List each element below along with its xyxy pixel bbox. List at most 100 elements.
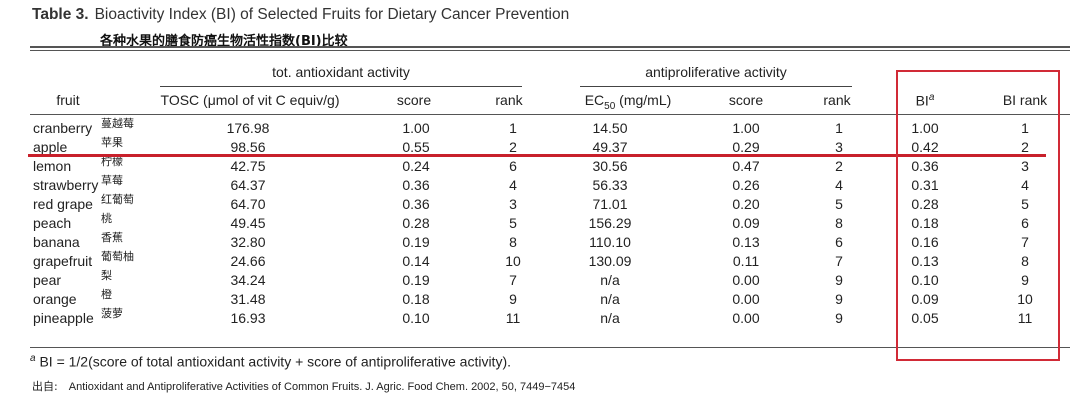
cell-rank-antioxidant: 1 — [509, 120, 517, 136]
header-score-antiproliferative: score — [728, 92, 764, 108]
footnote: a BI = 1/2(score of total antioxidant ac… — [30, 353, 511, 370]
cell-fruit: pear — [33, 272, 62, 288]
cell-rank-antioxidant: 5 — [509, 215, 517, 231]
header-tosc: TOSC (μmol of vit C equiv/g) — [160, 92, 340, 108]
bottom-rule — [30, 347, 1070, 348]
cell-score-antiproliferative: 1.00 — [732, 120, 760, 136]
cell-tosc: 176.98 — [226, 120, 270, 136]
cell-rank-antioxidant: 8 — [509, 234, 517, 250]
cell-fruit-chinese: 红葡萄 — [101, 193, 134, 206]
table-title-text: Bioactivity Index (BI) of Selected Fruit… — [94, 6, 570, 23]
cell-score-antiproliferative: 0.00 — [732, 310, 760, 326]
top-rule-thin — [30, 50, 1070, 51]
cell-score-antioxidant: 0.18 — [402, 291, 430, 307]
highlight-underline — [28, 154, 1046, 157]
cell-fruit: apple — [33, 139, 68, 155]
cell-bi: 0.18 — [911, 215, 939, 231]
highlight-box-bi — [896, 70, 1060, 361]
cell-ec50: n/a — [600, 310, 620, 326]
cell-bi-rank: 8 — [1021, 253, 1029, 269]
cell-ec50: 30.56 — [592, 158, 628, 174]
cell-bi: 0.28 — [911, 196, 939, 212]
cell-bi-rank: 11 — [1017, 310, 1033, 326]
header-ec50: EC50 (mg/mL) — [578, 92, 678, 112]
header-score-antioxidant: score — [396, 92, 432, 108]
cell-ec50: 56.33 — [592, 177, 628, 193]
cell-bi: 0.36 — [911, 158, 939, 174]
group-underline-antioxidant — [160, 86, 522, 87]
table-title: Table 3. Bioactivity Index (BI) of Select… — [32, 6, 569, 24]
cell-bi-rank: 3 — [1021, 158, 1029, 174]
cell-fruit: lemon — [33, 158, 72, 174]
cell-bi-rank: 4 — [1021, 177, 1029, 193]
cell-rank-antioxidant: 9 — [509, 291, 517, 307]
cell-rank-antiproliferative: 9 — [835, 291, 843, 307]
cell-score-antioxidant: 0.19 — [402, 234, 430, 250]
cell-rank-antioxidant: 11 — [505, 310, 521, 326]
cell-tosc: 42.75 — [230, 158, 266, 174]
cell-bi-rank: 1 — [1021, 120, 1029, 136]
header-fruit: fruit — [56, 92, 80, 108]
cell-fruit: banana — [33, 234, 80, 250]
cell-tosc: 24.66 — [230, 253, 266, 269]
cell-rank-antiproliferative: 2 — [835, 158, 843, 174]
cell-fruit-chinese: 柠檬 — [101, 155, 123, 168]
cell-fruit-chinese: 梨 — [101, 269, 112, 282]
cell-rank-antiproliferative: 1 — [835, 120, 843, 136]
cell-fruit: peach — [33, 215, 72, 231]
header-rank-antioxidant: rank — [495, 92, 523, 108]
cell-score-antiproliferative: 0.29 — [732, 139, 760, 155]
cell-tosc: 49.45 — [230, 215, 266, 231]
cell-ec50: 14.50 — [592, 120, 628, 136]
group-header-antiproliferative: antiproliferative activity — [645, 64, 787, 80]
cell-bi: 0.09 — [911, 291, 939, 307]
header-bi: BIa — [905, 92, 945, 109]
cell-score-antiproliferative: 0.09 — [732, 215, 760, 231]
cell-fruit-chinese: 草莓 — [101, 174, 123, 187]
cell-score-antioxidant: 0.36 — [402, 177, 430, 193]
cell-bi: 0.31 — [911, 177, 939, 193]
cell-score-antioxidant: 0.55 — [402, 139, 430, 155]
header-ec50-sub: 50 — [604, 100, 616, 112]
cell-rank-antioxidant: 2 — [509, 139, 517, 155]
cell-score-antioxidant: 1.00 — [402, 120, 430, 136]
table-number: Table 3. — [32, 6, 89, 23]
cell-ec50: 110.10 — [589, 234, 631, 250]
cell-rank-antiproliferative: 7 — [835, 253, 843, 269]
cell-bi: 0.05 — [911, 310, 939, 326]
cell-fruit-chinese: 橙 — [101, 288, 112, 301]
cell-bi: 0.10 — [911, 272, 939, 288]
cell-score-antioxidant: 0.24 — [402, 158, 430, 174]
cell-rank-antioxidant: 4 — [509, 177, 517, 193]
cell-fruit-chinese: 桃 — [101, 212, 112, 225]
group-header-antioxidant: tot. antioxidant activity — [272, 64, 410, 80]
cell-tosc: 64.70 — [230, 196, 266, 212]
cell-rank-antiproliferative: 9 — [835, 310, 843, 326]
cell-score-antioxidant: 0.19 — [402, 272, 430, 288]
cell-tosc: 64.37 — [230, 177, 266, 193]
cell-fruit: cranberry — [33, 120, 93, 136]
cell-bi-rank: 5 — [1021, 196, 1029, 212]
cell-rank-antiproliferative: 8 — [835, 215, 843, 231]
cell-rank-antiproliferative: 9 — [835, 272, 843, 288]
header-bi-rank: BI rank — [1002, 92, 1048, 108]
cell-score-antiproliferative: 0.00 — [732, 291, 760, 307]
cell-bi: 0.42 — [911, 139, 939, 155]
cell-score-antioxidant: 0.36 — [402, 196, 430, 212]
header-ec50-prefix: EC — [584, 92, 605, 108]
cell-fruit-chinese: 菠萝 — [101, 307, 123, 320]
cell-ec50: 71.01 — [592, 196, 628, 212]
group-underline-antiproliferative — [580, 86, 852, 87]
cell-score-antiproliferative: 0.00 — [732, 272, 760, 288]
cell-score-antiproliferative: 0.13 — [732, 234, 760, 250]
cell-score-antioxidant: 0.10 — [402, 310, 430, 326]
cell-fruit: grapefruit — [33, 253, 93, 269]
cell-fruit: strawberry — [33, 177, 99, 193]
cell-bi-rank: 6 — [1021, 215, 1029, 231]
cell-tosc: 31.48 — [230, 291, 266, 307]
footnote-marker: a — [30, 353, 36, 364]
cell-bi: 1.00 — [911, 120, 939, 136]
header-rank-antiproliferative: rank — [823, 92, 851, 108]
cell-score-antiproliferative: 0.47 — [732, 158, 760, 174]
cell-ec50: n/a — [600, 272, 620, 288]
